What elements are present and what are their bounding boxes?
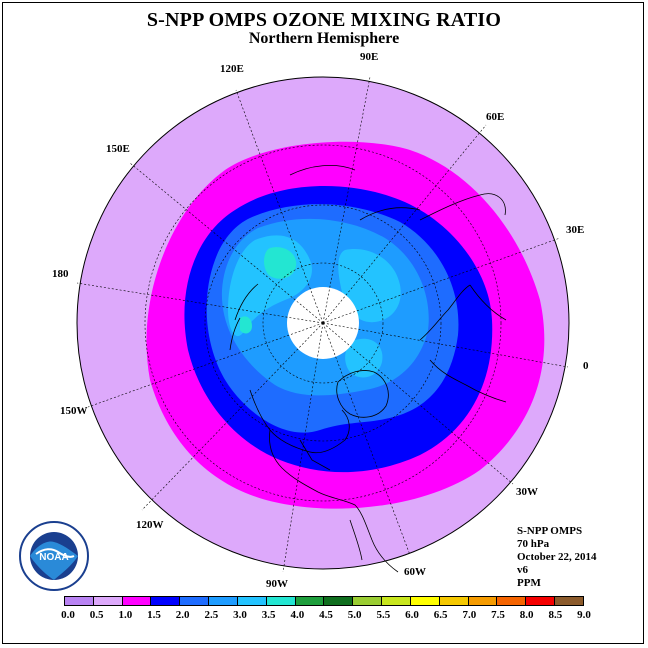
lon-label-120w: 120W (136, 519, 164, 531)
colorbar-swatch-0 (65, 597, 94, 605)
colorbar-swatch-14 (468, 597, 498, 605)
coast-asia (289, 165, 506, 221)
colorbar-tick-label: 7.0 (462, 609, 477, 621)
colorbar-tick-label: 8.0 (519, 609, 534, 621)
noaa-logo-text: NOAA (39, 552, 68, 563)
colorbar (64, 596, 584, 606)
coast-north-america (249, 389, 373, 541)
colorbar-tick-label: 2.0 (175, 609, 190, 621)
lon-label-60e: 60E (486, 111, 505, 123)
chart-title: S-NPP OMPS OZONE MIXING RATIO (146, 9, 502, 31)
lon-label-30w: 30W (516, 486, 538, 498)
colorbar-swatch-5 (209, 597, 238, 605)
colorbar-swatch-16 (526, 597, 556, 605)
colorbar-tick-label: 1.5 (147, 609, 161, 621)
colorbar-tick-label: 3.5 (261, 609, 276, 621)
coast-greenland (336, 370, 389, 418)
colorbar-tick-label: 0.0 (61, 609, 75, 621)
lon-label-60w: 60W (404, 566, 426, 578)
graticule (76, 76, 569, 573)
colorbar-tick-label: 7.5 (491, 609, 505, 621)
colorbar-swatch-15 (497, 597, 527, 605)
colorbar-tick-label: 3.0 (233, 609, 247, 621)
lon-label-90w: 90W (266, 578, 288, 590)
colorbar-swatch-1 (93, 597, 123, 605)
colorbar-tick-label: 2.5 (204, 609, 219, 621)
colorbar-swatch-8 (295, 597, 325, 605)
colorbar-swatch-12 (410, 597, 440, 605)
colorbar-swatch-17 (555, 597, 583, 605)
colorbar-swatch-10 (353, 597, 383, 605)
chart-subtitle: Northern Hemisphere (248, 30, 400, 47)
lon-label-150w: 150W (60, 405, 88, 417)
colorbar-tick-label: 8.5 (548, 609, 563, 621)
lon-label-90e: 90E (360, 51, 379, 63)
colorbar-swatch-2 (122, 597, 152, 605)
lon-label-0: 0 (583, 360, 589, 372)
colorbar-tick-label: 0.5 (89, 609, 104, 621)
ozone-field (77, 77, 569, 569)
colorbar-tick-label: 9.0 (577, 609, 591, 621)
colorbar-tick-label: 1.0 (118, 609, 133, 621)
colorbar-tick-label: 4.5 (319, 609, 333, 621)
noaa-logo: NOAA (19, 521, 89, 591)
coast-south-america (349, 519, 399, 573)
colorbar-tick-label: 4.0 (290, 609, 305, 621)
info-version: v6 (517, 564, 528, 576)
colorbar-swatch-13 (439, 597, 469, 605)
colorbar-swatch-11 (382, 597, 411, 605)
colorbar-ticks: 0.0 0.5 1.0 1.5 2.0 2.5 3.0 3.5 4.0 4.5 5.0 5.5 6.0 6… (0, 609, 648, 623)
coast-europe (419, 284, 507, 403)
colorbar-tick-label: 6.5 (433, 609, 448, 621)
lon-label-180: 180 (52, 268, 69, 280)
info-level: 70 hPa (517, 538, 550, 550)
colorbar-tick-label: 5.0 (347, 609, 362, 621)
lon-label-30e: 30E (566, 224, 585, 236)
colorbar-swatch-9 (324, 597, 354, 605)
colorbar-swatch-3 (151, 597, 181, 605)
info-date: October 22, 2014 (517, 551, 597, 563)
lon-label-120e: 120E (220, 63, 244, 75)
map-border (76, 76, 570, 570)
colorbar-swatch-4 (180, 597, 210, 605)
colorbar-swatch-6 (237, 597, 267, 605)
colorbar-swatch-7 (266, 597, 296, 605)
colorbar-tick-label: 6.0 (405, 609, 419, 621)
coast-alaska (229, 283, 259, 351)
lon-label-150e: 150E (106, 143, 130, 155)
info-units: PPM (517, 577, 541, 589)
coastlines (229, 165, 507, 573)
colorbar-tick-label: 5.5 (376, 609, 391, 621)
info-instrument: S-NPP OMPS (517, 525, 583, 537)
level-3-5-region (240, 247, 297, 334)
info-panel: S-NPP OMPS 70 hPa October 22, 2014 v6 PP… (517, 525, 597, 590)
